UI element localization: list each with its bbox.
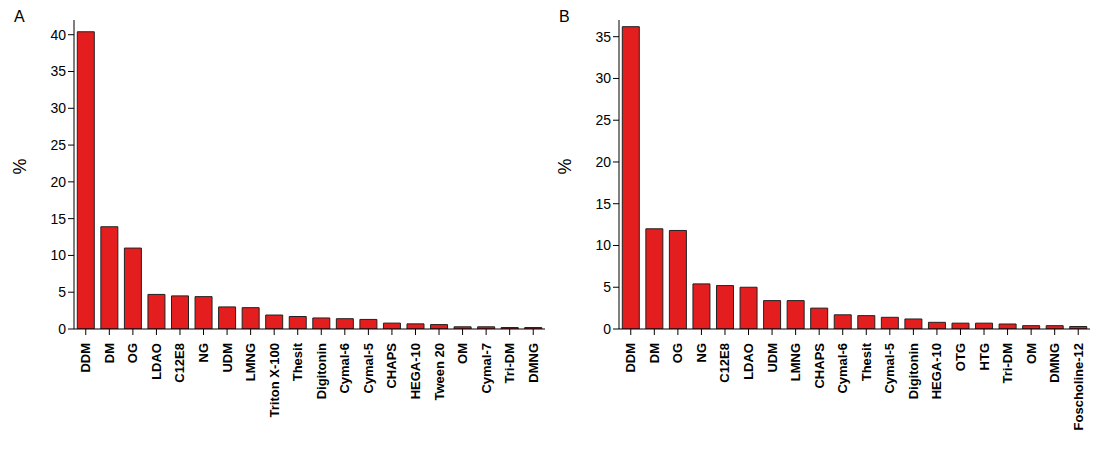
svg-text:Tri-DM: Tri-DM <box>502 343 517 383</box>
svg-text:Tween 20: Tween 20 <box>432 343 447 401</box>
svg-text:Digitonin: Digitonin <box>314 343 329 399</box>
svg-text:10: 10 <box>50 247 66 263</box>
svg-text:5: 5 <box>58 284 66 300</box>
svg-text:0: 0 <box>603 321 611 337</box>
svg-text:25: 25 <box>595 112 611 128</box>
svg-text:OG: OG <box>670 343 685 363</box>
svg-text:DM: DM <box>647 343 662 363</box>
svg-text:DM: DM <box>102 343 117 363</box>
svg-text:Cymal-6: Cymal-6 <box>337 343 352 394</box>
svg-text:LMNG: LMNG <box>788 343 803 381</box>
svg-text:CHAPS: CHAPS <box>812 343 827 389</box>
svg-text:CHAPS: CHAPS <box>384 343 399 389</box>
svg-text:Cymal-5: Cymal-5 <box>882 343 897 394</box>
html-text:B: B <box>559 8 570 25</box>
svg-text:DDM: DDM <box>623 343 638 373</box>
svg-text:30: 30 <box>50 100 66 116</box>
svg-text:25: 25 <box>50 137 66 153</box>
svg-text:0: 0 <box>58 321 66 337</box>
svg-text:NG: NG <box>196 343 211 363</box>
svg-text:15: 15 <box>595 196 611 212</box>
svg-text:5: 5 <box>603 279 611 295</box>
svg-text:Triton X-100: Triton X-100 <box>267 343 282 417</box>
svg-text:Cymal-6: Cymal-6 <box>835 343 850 394</box>
svg-text:LDAO: LDAO <box>741 343 756 380</box>
svg-text:OG: OG <box>125 343 140 363</box>
svg-text:20: 20 <box>595 154 611 170</box>
svg-text:Cymal-5: Cymal-5 <box>361 343 376 394</box>
svg-text:HEGA-10: HEGA-10 <box>408 343 423 399</box>
svg-text:DMNG: DMNG <box>526 343 541 383</box>
svg-text:Cymal-7: Cymal-7 <box>479 343 494 394</box>
svg-text:OM: OM <box>455 343 470 364</box>
svg-text:OM: OM <box>1024 343 1039 364</box>
svg-text:DDM: DDM <box>78 343 93 373</box>
svg-text:UDM: UDM <box>220 343 235 373</box>
svg-text:Foscholine-12: Foscholine-12 <box>1071 343 1086 430</box>
svg-text:HEGA-10: HEGA-10 <box>929 343 944 399</box>
svg-text:15: 15 <box>50 211 66 227</box>
svg-text:35: 35 <box>595 29 611 45</box>
svg-text:DMNG: DMNG <box>1047 343 1062 383</box>
svg-text:Thesit: Thesit <box>290 342 305 381</box>
svg-text:LDAO: LDAO <box>149 343 164 380</box>
svg-text:Digitonin: Digitonin <box>906 343 921 399</box>
svg-text:%: % <box>555 158 575 174</box>
svg-text:HTG: HTG <box>977 343 992 370</box>
svg-text:LMNG: LMNG <box>243 343 258 381</box>
svg-text:%: % <box>10 158 30 174</box>
svg-text:Thesit: Thesit <box>859 342 874 381</box>
svg-text:35: 35 <box>50 63 66 79</box>
svg-text:C12E8: C12E8 <box>717 343 732 383</box>
svg-text:OTG: OTG <box>953 343 968 371</box>
svg-text:Tri-DM: Tri-DM <box>1000 343 1015 383</box>
html-text:A: A <box>14 8 25 25</box>
svg-text:30: 30 <box>595 70 611 86</box>
svg-text:C12E8: C12E8 <box>172 343 187 383</box>
svg-text:10: 10 <box>595 237 611 253</box>
svg-text:NG: NG <box>694 343 709 363</box>
svg-text:UDM: UDM <box>765 343 780 373</box>
svg-text:40: 40 <box>50 27 66 43</box>
svg-text:20: 20 <box>50 174 66 190</box>
